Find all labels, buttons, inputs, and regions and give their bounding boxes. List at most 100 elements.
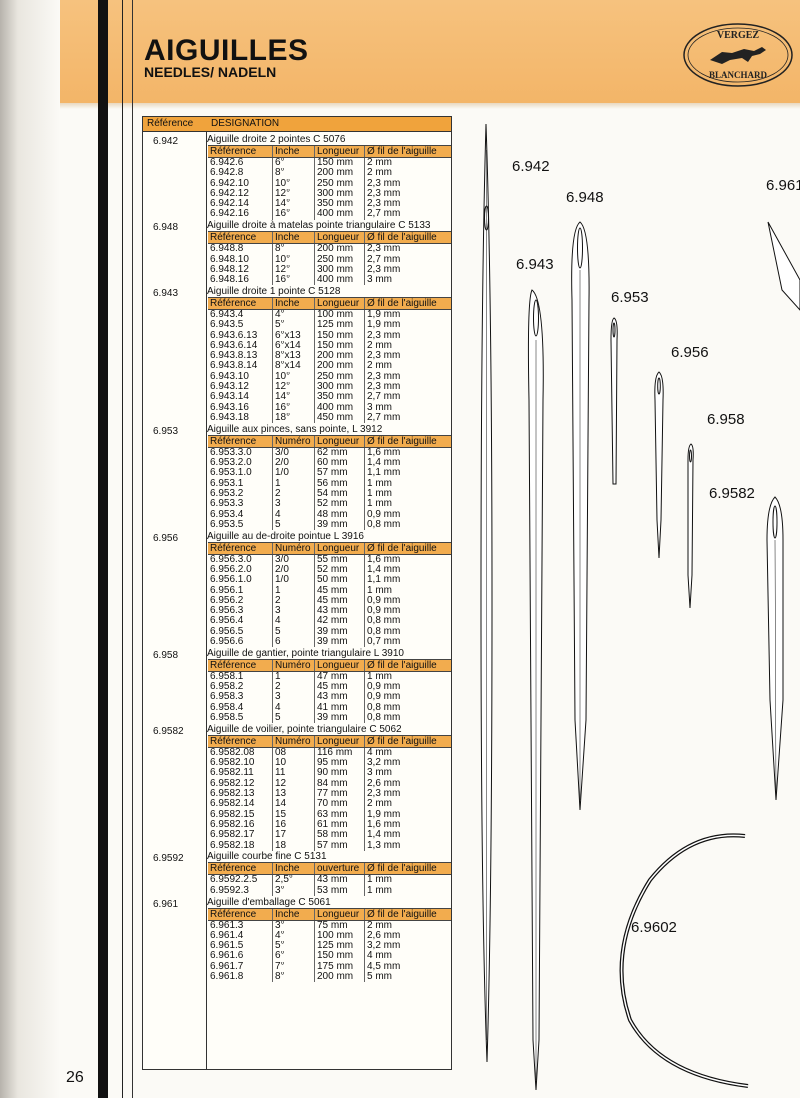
table-cell: 6.958.1 [208, 671, 273, 683]
table-row: 6.9592.2.5 2,5° 43 mm 1 mm [208, 875, 451, 886]
table-cell: 3/0 [273, 554, 315, 565]
table-cell: 6.9582.12 [208, 778, 273, 790]
table-cell: 3 [273, 692, 315, 703]
table-cell: 6.956.6 [208, 637, 273, 648]
section-ref: 6.961 [153, 898, 179, 910]
table-row: 6.956.2 2 45 mm 0,9 mm [208, 595, 451, 607]
table-cell: 200 mm [315, 361, 365, 372]
table-cell: 50 mm [315, 575, 365, 586]
table-cell: 150 mm [315, 340, 365, 352]
table-cell: 1 mm [367, 488, 392, 499]
table-row: 6.943.5 5° 125 mm 1,9 mm [208, 320, 451, 331]
table-cell: 6°x14 [273, 340, 315, 352]
table-cell: 6.961.8 [208, 971, 273, 983]
table-cell: 6.961.6 [208, 951, 273, 962]
table-cell: 6.9582.17 [208, 830, 273, 841]
table-row: 6.948.12 12° 300 mm 2,3 mm [208, 264, 451, 276]
table-cell: 2,7 mm [367, 209, 401, 220]
table-cell: 250 mm [315, 254, 365, 265]
page-edge [0, 0, 60, 1098]
table-cell: 18 [273, 840, 315, 851]
column-header: Référence [208, 908, 273, 920]
table-row: 6.9582.16 16 61 mm 1,6 mm [208, 819, 451, 831]
table-cell: 1/0 [273, 575, 315, 586]
table-cell: 6.943.6.14 [208, 340, 273, 352]
table-row: 6.943.8.14 8°x14 200 mm 2 mm [208, 361, 451, 372]
table-cell: 45 mm [315, 595, 365, 607]
table-cell: 6.9582.15 [208, 809, 273, 820]
table-cell: 2 mm [367, 168, 392, 179]
section-ref: 6.948 [153, 222, 179, 234]
table-cell: 45 mm [315, 682, 365, 693]
table-cell: 4 mm [367, 747, 392, 758]
table-cell: 45 mm [315, 585, 365, 596]
table-cell: 1 mm [367, 671, 392, 682]
table-cell: 55 mm [315, 554, 365, 565]
spec-table-header: Référence Inche Longueur Ø fil de l'aiguill… [208, 907, 451, 921]
section: Aiguille de gantier, pointe triangulaire… [206, 647, 451, 724]
table-cell: 6° [273, 158, 315, 169]
section-ref: 6.953 [153, 425, 179, 437]
table-cell: 95 mm [315, 758, 365, 769]
table-cell: 14° [273, 199, 315, 210]
table-row: 6.9582.14 14 70 mm 2 mm [208, 799, 451, 810]
column-header: Référence [208, 146, 273, 157]
table-cell: 5° [273, 941, 315, 952]
table-cell: 6.953.2 [208, 488, 273, 500]
table-cell: 16° [273, 402, 315, 413]
table-cell: 200 mm [315, 244, 365, 255]
table-row: 6.9582.15 15 63 mm 1,9 mm [208, 809, 451, 820]
table-cell: 2,7 mm [367, 392, 401, 403]
table-cell: 2,7 mm [367, 254, 401, 265]
column-header: Numéro [273, 542, 315, 554]
table-cell: 0,9 mm [367, 682, 401, 693]
table-cell: 0,8 mm [367, 519, 401, 530]
table-cell: 6.953.1 [208, 478, 273, 489]
table-cell: 1 mm [367, 875, 392, 886]
table-row: 6.953.1.0 1/0 57 mm 1,1 mm [208, 468, 451, 479]
section-designation: Aiguille de gantier, pointe triangulaire… [207, 647, 404, 659]
table-cell: 12 [273, 778, 315, 790]
table-cell: 8° [273, 971, 315, 983]
table-cell: 300 mm [315, 188, 365, 200]
table-cell: 42 mm [315, 616, 365, 627]
column-header: Longueur [315, 735, 365, 747]
table-cell: 6.943.5 [208, 320, 273, 331]
table-cell: 90 mm [315, 768, 365, 779]
table-cell: 52 mm [315, 499, 365, 510]
table-cell: 1 mm [367, 478, 392, 489]
table-row: 6.961.5 5° 125 mm 3,2 mm [208, 941, 451, 952]
table-cell: 39 mm [315, 626, 365, 638]
table-cell: 4 [273, 616, 315, 627]
section: Aiguille aux pinces, sans pointe, L 3912… [206, 424, 451, 531]
table-row: 6.961.7 7° 175 mm 4,5 mm [208, 961, 451, 972]
section-designation: Aiguille droite à matelas pointe triangu… [207, 220, 431, 232]
table-cell: 0,7 mm [367, 637, 401, 648]
table-cell: 6.942.6 [208, 158, 273, 169]
table-cell: 6.943.10 [208, 371, 273, 383]
table-cell: 6.943.6.13 [208, 330, 273, 341]
table-cell: 6.958.5 [208, 713, 273, 724]
table-cell: 12° [273, 382, 315, 393]
table-cell: 1,6 mm [367, 819, 401, 830]
table-cell: 2 [273, 682, 315, 693]
table-cell: 350 mm [315, 199, 365, 210]
spec-table: Référence Inche Longueur Ø fil de l'aiguill… [208, 297, 451, 424]
section-ref: 6.9582 [153, 725, 184, 737]
table-row: 6.943.12 12° 300 mm 2,3 mm [208, 382, 451, 393]
table-row: 6.956.4 4 42 mm 0,8 mm [208, 616, 451, 627]
table-cell: 400 mm [315, 402, 365, 413]
table-cell: 0,9 mm [367, 509, 401, 520]
table-cell: 6.943.12 [208, 382, 273, 393]
table-cell: 6 [273, 637, 315, 648]
table-row: 6.9582.08 08 116 mm 4 mm [208, 747, 451, 759]
needle-table: Référence DESIGNATION 6.942 Aiguille droi… [142, 116, 452, 1070]
column-header: Longueur [315, 232, 365, 244]
table-cell: 6.942.14 [208, 199, 273, 210]
table-cell: 2/0 [273, 458, 315, 469]
table-row: 6.961.4 4° 100 mm 2,6 mm [208, 930, 451, 942]
figure-label: 6.943 [516, 256, 554, 273]
spec-table-header: Référence Numéro Longueur Ø fil de l'aiguil… [208, 658, 451, 672]
table-cell: 48 mm [315, 509, 365, 520]
section: Aiguille courbe fine C 5131 Référence Inch… [206, 851, 451, 896]
